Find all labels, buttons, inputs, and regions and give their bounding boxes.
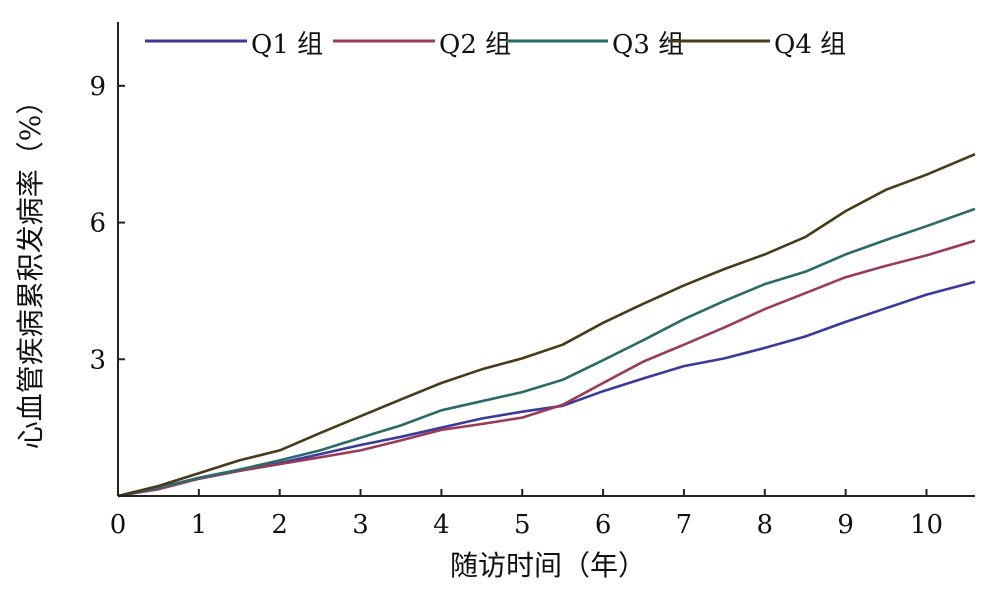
x-tick-label: 0 — [110, 510, 127, 540]
x-tick-label: 4 — [433, 510, 450, 540]
legend-label-q4: Q4 组 — [774, 30, 846, 60]
series-line-q2 — [117, 239, 976, 498]
x-tick-label: 9 — [837, 510, 854, 540]
legend-label-q1: Q1 组 — [251, 30, 323, 60]
x-axis-ticks: 0 1 2 3 4 5 6 7 8 9 10 — [110, 489, 943, 540]
y-tick-label: 6 — [89, 209, 106, 239]
x-tick-label: 6 — [595, 510, 612, 540]
y-tick-label: 3 — [89, 345, 106, 375]
legend: Q1 组 Q2 组 Q3 组 Q4 组 — [145, 30, 846, 60]
legend-label-q2: Q2 组 — [439, 30, 511, 60]
x-tick-label: 3 — [352, 510, 369, 540]
y-axis-ticks: 3 6 9 — [89, 72, 125, 375]
series-line-q3 — [117, 207, 976, 498]
series-line-q1 — [117, 280, 976, 498]
series-line-q4 — [117, 153, 976, 498]
x-tick-label: 10 — [910, 510, 943, 540]
series-lines — [117, 153, 976, 498]
y-tick-label: 9 — [89, 72, 106, 102]
x-tick-label: 5 — [514, 510, 531, 540]
x-tick-label: 7 — [676, 510, 693, 540]
x-tick-label: 8 — [757, 510, 774, 540]
x-tick-label: 2 — [271, 510, 288, 540]
y-axis-title: 心血管疾病累积发病率（%） — [14, 87, 47, 450]
x-tick-label: 1 — [191, 510, 208, 540]
legend-label-q3: Q3 组 — [612, 30, 684, 60]
x-axis-title: 随访时间（年） — [450, 549, 646, 582]
